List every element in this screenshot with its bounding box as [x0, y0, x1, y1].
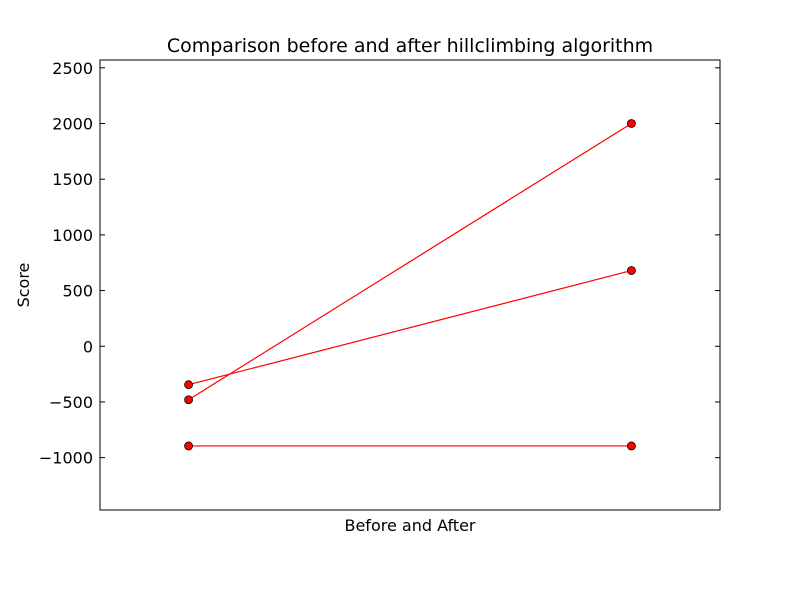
y-tick-label: 0: [83, 337, 93, 356]
data-point: [184, 441, 193, 451]
y-tick-label: 2500: [52, 59, 93, 78]
y-tick-label: 2000: [52, 114, 93, 133]
ticks-layer: −1000 −500 0 500 1000 1500 2000 2500: [39, 59, 720, 468]
chart-title: Comparison before and after hillclimbing…: [167, 35, 653, 57]
data-point: [184, 395, 193, 405]
y-tick-label: 500: [62, 282, 93, 301]
data-point: [184, 380, 193, 390]
x-axis-label: Before and After: [344, 516, 475, 535]
y-axis-label: Score: [14, 263, 33, 308]
series-line-2: [188, 269, 632, 386]
data-point: [627, 266, 636, 275]
plot-area: [100, 60, 720, 510]
y-tick-label: −500: [49, 393, 93, 412]
y-tick-label: 1500: [52, 170, 93, 189]
data-point: [627, 441, 636, 451]
y-tick-label: −1000: [39, 449, 93, 468]
plot-frame: [99, 59, 721, 511]
series-layer: [184, 119, 636, 451]
series-line-1: [188, 122, 632, 401]
y-tick-label: 1000: [52, 226, 93, 245]
data-point: [627, 119, 636, 128]
